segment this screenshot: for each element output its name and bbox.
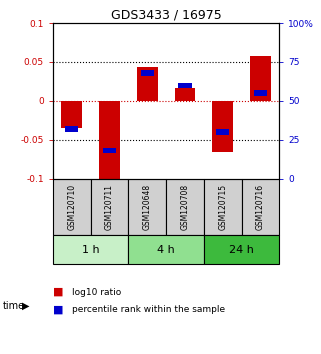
Bar [99,101,120,179]
Bar [166,179,204,235]
Bar [128,179,166,235]
Bar [141,70,154,76]
Bar [53,235,128,264]
Text: GSM120710: GSM120710 [67,184,76,230]
Bar [103,148,116,154]
Bar [137,67,158,101]
Text: GSM120716: GSM120716 [256,184,265,230]
Text: ■: ■ [53,287,64,297]
Text: 24 h: 24 h [229,245,254,255]
Text: GSM120648: GSM120648 [143,184,152,230]
Text: GSM120715: GSM120715 [218,184,227,230]
Bar [216,129,229,135]
Bar [175,88,195,101]
Text: GSM120711: GSM120711 [105,184,114,230]
Bar [254,90,267,96]
Bar [65,126,78,132]
Text: ▶: ▶ [22,301,29,311]
Bar [178,82,192,88]
Bar [53,179,91,235]
Text: time: time [3,301,25,311]
Bar [128,235,204,264]
Text: 4 h: 4 h [157,245,175,255]
Text: log10 ratio: log10 ratio [72,287,121,297]
Bar [204,179,241,235]
Bar [91,179,128,235]
Text: 1 h: 1 h [82,245,100,255]
Bar [212,101,233,152]
Text: percentile rank within the sample: percentile rank within the sample [72,305,225,314]
Text: GSM120708: GSM120708 [180,184,189,230]
Text: ■: ■ [53,305,64,315]
Bar [204,235,279,264]
Bar [250,57,271,101]
Bar [61,101,82,128]
Title: GDS3433 / 16975: GDS3433 / 16975 [111,9,221,22]
Bar [241,179,279,235]
